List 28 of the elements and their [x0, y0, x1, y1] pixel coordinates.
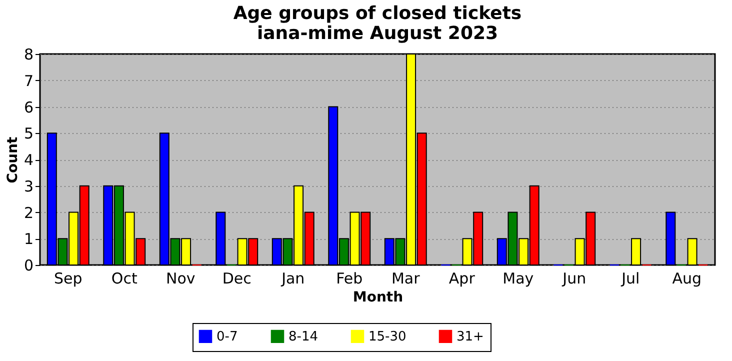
y-tick-label: 1: [24, 230, 34, 248]
y-tick-label: 3: [24, 177, 34, 196]
chart-title: Age groups of closed tickets iana-mime August 2023: [233, 3, 522, 44]
x-tick-label: Jul: [620, 270, 640, 288]
x-tick-label: Mar: [391, 270, 421, 288]
x-tick-label: Dec: [222, 270, 252, 288]
y-tick-label: 0: [24, 256, 34, 274]
x-axis-title: Month: [352, 290, 404, 306]
x-tick-label: Sep: [54, 270, 82, 288]
y-tick-label: 4: [24, 151, 34, 169]
y-tick-label: 7: [24, 72, 34, 90]
y-axis-title: Count: [4, 136, 21, 184]
legend-label: 15-30: [368, 329, 406, 344]
x-tick-label: Oct: [111, 270, 138, 288]
x-tick-label: May: [502, 270, 534, 288]
y-tick-label: 5: [24, 124, 34, 143]
x-tick-label: Nov: [166, 270, 196, 288]
legend-label: 31+: [456, 329, 484, 344]
x-tick-label: Apr: [448, 270, 476, 288]
x-tick-label: Aug: [672, 270, 702, 288]
y-tick-label: 6: [24, 98, 34, 116]
y-tick-label: 2: [24, 204, 34, 222]
x-tick-label: Jun: [562, 270, 586, 288]
legend-label: 0-7: [216, 329, 238, 344]
legend-label: 8-14: [288, 329, 318, 344]
x-tick-label: Feb: [336, 270, 363, 288]
y-tick-label: 8: [24, 46, 34, 64]
x-tick-label: Jan: [280, 270, 305, 288]
